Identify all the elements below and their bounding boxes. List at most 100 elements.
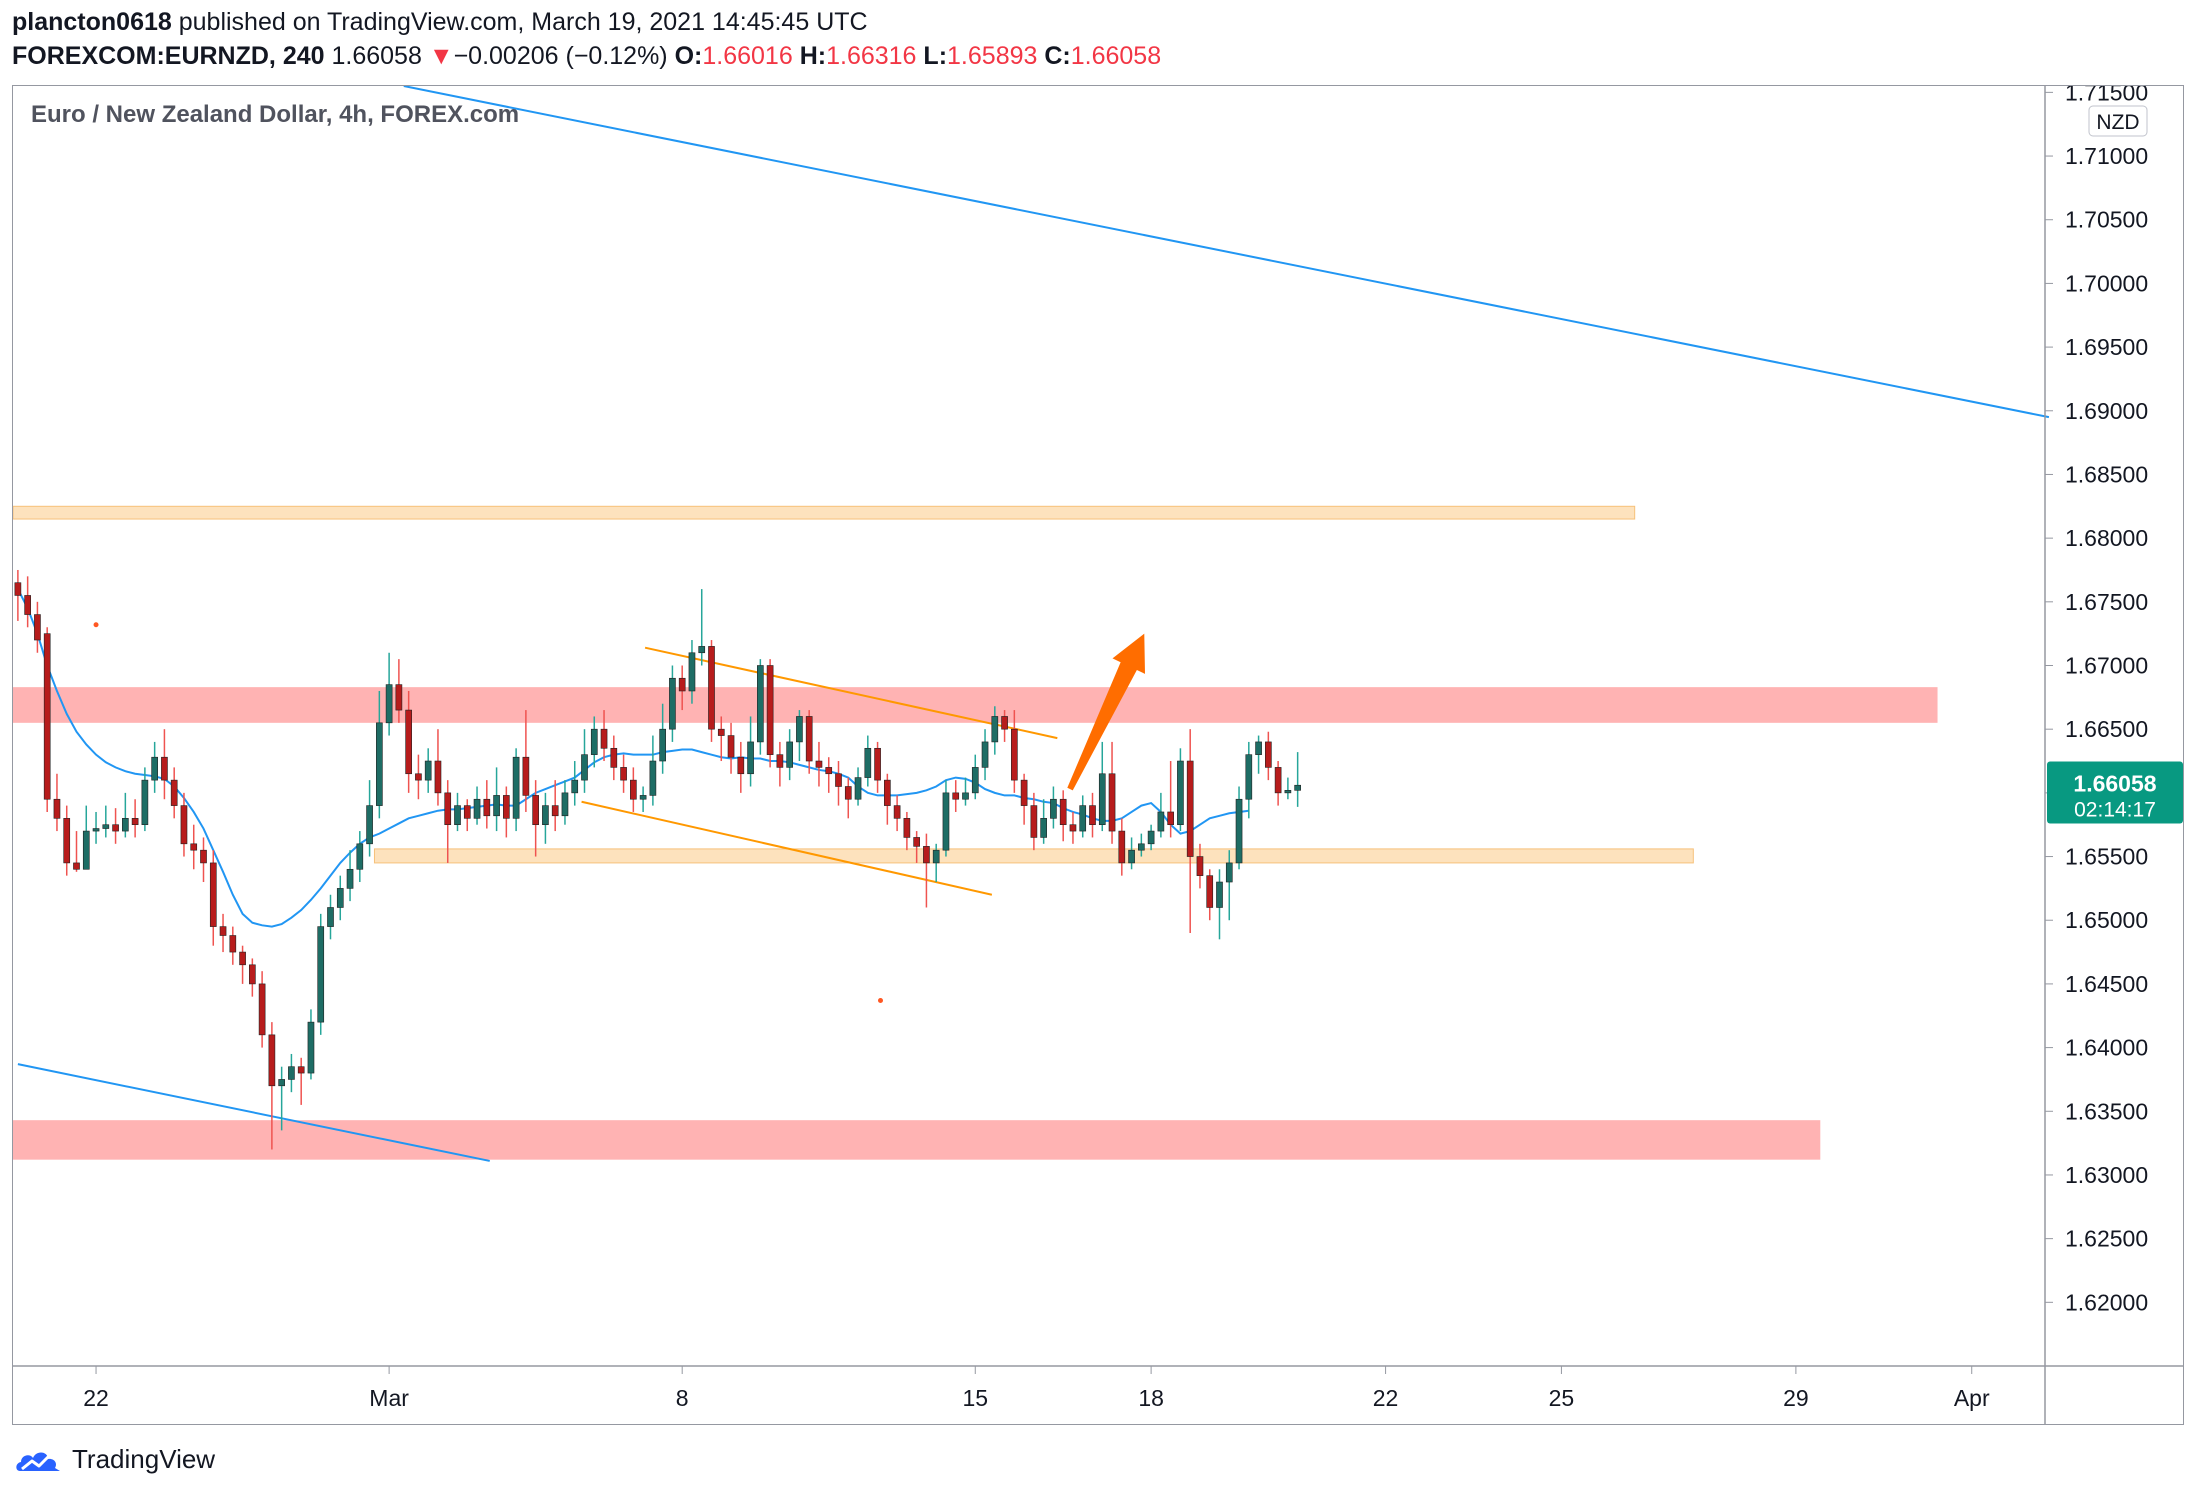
time-tick-label: 22 <box>1373 1385 1399 1411</box>
candle <box>288 1053 295 1093</box>
author-name[interactable]: plancton0618 <box>12 8 172 36</box>
candle <box>610 735 618 781</box>
candle-body <box>1069 824 1077 832</box>
candle-body <box>356 843 364 870</box>
candle <box>698 589 706 666</box>
candle <box>34 601 41 653</box>
time-tick-label: 25 <box>1549 1385 1575 1411</box>
candle <box>112 808 119 844</box>
candle-body <box>864 747 872 778</box>
candle-body <box>180 805 188 845</box>
candle <box>454 792 461 832</box>
candle <box>737 741 745 793</box>
candle <box>1059 790 1067 842</box>
candle-body <box>209 862 217 927</box>
candle <box>825 757 833 793</box>
candle-body <box>825 767 833 775</box>
candle-body <box>122 818 129 832</box>
candle-body <box>92 828 100 832</box>
candle <box>1147 824 1155 851</box>
candle <box>786 729 793 781</box>
candle-body <box>991 716 999 743</box>
candle-body <box>1050 798 1057 819</box>
candle-body <box>473 798 481 819</box>
candle-body <box>1167 811 1174 826</box>
candle <box>219 913 227 953</box>
candle <box>1020 773 1028 825</box>
price-chart[interactable]: 1.71500 1.71000 1.70500 1.70000 1.69500 1.690… <box>13 86 2183 1424</box>
candle <box>639 786 647 812</box>
candle <box>815 741 823 787</box>
candle-body <box>932 849 940 864</box>
candle-body <box>161 756 168 781</box>
candle <box>1040 799 1047 844</box>
candle <box>385 652 393 736</box>
candle <box>405 690 412 793</box>
price-tick-label: 1.69000 <box>2065 398 2148 424</box>
last-price: 1.66058 <box>331 42 422 70</box>
candle-body <box>102 824 110 829</box>
candle <box>1079 795 1087 838</box>
candle <box>151 741 158 793</box>
candle-body <box>796 716 803 743</box>
candle <box>278 1066 285 1131</box>
candle-body <box>131 818 139 826</box>
candle-body <box>385 684 393 724</box>
candle <box>844 777 852 819</box>
candle-body <box>610 747 618 768</box>
candle <box>542 792 549 844</box>
candle-body <box>805 716 813 762</box>
candle-body <box>1294 784 1301 791</box>
candle-body <box>1284 790 1292 794</box>
candle-body <box>1274 767 1282 794</box>
candle-body <box>571 779 579 794</box>
low-label: L: <box>923 42 948 70</box>
channel-line <box>581 800 993 896</box>
candle-body <box>424 760 432 781</box>
chart-panel[interactable]: 1.71500 1.71000 1.70500 1.70000 1.69500 1.690… <box>12 85 2184 1425</box>
candle-body <box>1001 716 1008 730</box>
candle-body <box>532 795 539 826</box>
candle-body <box>24 595 31 615</box>
price-tick-label: 1.71000 <box>2065 143 2148 169</box>
candle-body <box>1011 728 1018 781</box>
candle <box>561 780 569 825</box>
candle <box>336 875 344 921</box>
candle <box>1284 777 1292 800</box>
currency-badge <box>2088 105 2148 137</box>
candle <box>1206 869 1214 921</box>
candle <box>14 569 22 621</box>
candle-body <box>981 741 989 768</box>
candle-body <box>346 868 354 889</box>
candle-body <box>151 756 158 781</box>
candle <box>884 773 891 825</box>
candle-body <box>757 665 764 743</box>
candle <box>962 777 969 806</box>
time-tick-label: Mar <box>369 1385 409 1411</box>
candle <box>1098 741 1106 832</box>
tradingview-logo[interactable]: TradingView <box>14 1444 215 1475</box>
candle <box>122 792 129 838</box>
candle-body <box>170 779 178 806</box>
candle <box>141 767 149 832</box>
candle-body <box>366 805 373 845</box>
candle-body <box>727 735 735 758</box>
candle <box>268 1022 276 1150</box>
candle-body <box>913 837 920 847</box>
candle-body <box>844 786 852 800</box>
candle <box>942 780 950 857</box>
trend-line <box>17 1063 490 1162</box>
candle <box>473 786 481 825</box>
candle <box>43 627 51 812</box>
candle-body <box>53 798 61 819</box>
moving-average-line <box>16 588 1249 928</box>
candle <box>503 786 510 838</box>
orange-zone <box>373 848 1694 864</box>
candle-body <box>1079 805 1087 832</box>
candle-body <box>512 756 520 819</box>
candle <box>190 824 198 870</box>
candle-body <box>1020 779 1028 806</box>
candle <box>649 735 657 806</box>
candle <box>1177 748 1184 832</box>
candle-body <box>288 1066 295 1080</box>
